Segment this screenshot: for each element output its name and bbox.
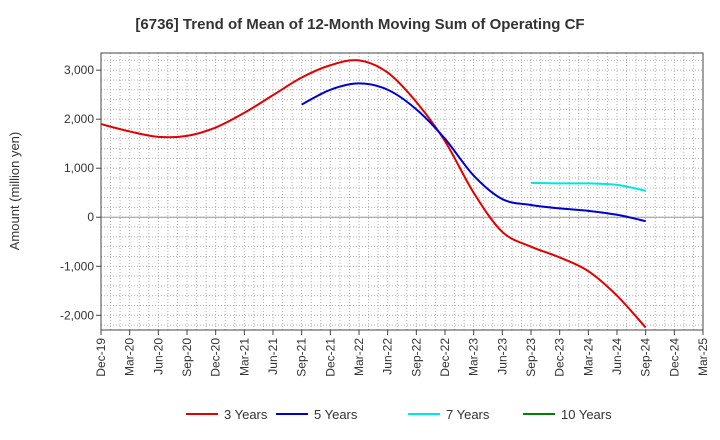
x-tick-label: Mar-23 — [467, 338, 481, 376]
x-tick-label: Jun-24 — [610, 338, 624, 375]
x-tick-label: Sep-24 — [639, 338, 653, 377]
x-tick-label: Dec-23 — [553, 338, 567, 377]
x-tick-label: Sep-22 — [409, 338, 423, 377]
x-tick-label: Mar-24 — [581, 338, 595, 376]
legend: 3 Years 5 Years 7 Years 10 Years — [186, 407, 612, 422]
x-tick-label: Jun-22 — [381, 338, 395, 375]
series-line-7-years — [530, 181, 646, 192]
series-line-3-years — [100, 59, 647, 329]
series-lines — [100, 59, 647, 329]
y-tick-label: 2,000 — [64, 112, 94, 126]
x-tick-label: Mar-20 — [123, 338, 137, 376]
chart-title: [6736] Trend of Mean of 12-Month Moving … — [135, 16, 584, 33]
x-tick-label: Dec-21 — [323, 338, 337, 377]
series-line-5-years — [301, 82, 646, 223]
legend-label-7-years: 7 Years — [446, 407, 490, 422]
x-tick-label: Dec-24 — [667, 338, 681, 377]
x-tick-label: Sep-23 — [524, 338, 538, 377]
y-tick-label: 0 — [87, 210, 94, 224]
y-tick-label: -1,000 — [60, 259, 94, 273]
legend-label-5-years: 5 Years — [314, 407, 358, 422]
x-tick-label: Dec-22 — [438, 338, 452, 377]
x-tick-label: Jun-23 — [495, 338, 509, 375]
y-tick-labels: 3,000 2,000 1,000 0 -1,000 -2,000 — [60, 63, 101, 322]
y-tick-label: 3,000 — [64, 63, 94, 77]
x-tick-labels: Dec-19 Mar-20 Jun-20 Sep-20 Dec-20 Mar-21 Jun-… — [94, 330, 710, 377]
plot-area — [100, 52, 704, 331]
y-axis-label: Amount (million yen) — [7, 132, 22, 251]
x-tick-label: Jun-21 — [266, 338, 280, 375]
x-tick-label: Mar-22 — [352, 338, 366, 376]
x-tick-label: Sep-20 — [180, 338, 194, 377]
x-tick-label: Dec-19 — [94, 338, 108, 377]
x-tick-label: Mar-25 — [696, 338, 710, 376]
y-tick-label: 1,000 — [64, 161, 94, 175]
gridlines — [101, 53, 703, 330]
x-tick-label: Sep-21 — [295, 338, 309, 377]
x-tick-label: Jun-20 — [151, 338, 165, 375]
legend-label-3-years: 3 Years — [224, 407, 268, 422]
x-tick-label: Mar-21 — [237, 338, 251, 376]
legend-label-10-years: 10 Years — [561, 407, 612, 422]
x-tick-label: Dec-20 — [209, 338, 223, 377]
y-tick-label: -2,000 — [60, 308, 94, 322]
